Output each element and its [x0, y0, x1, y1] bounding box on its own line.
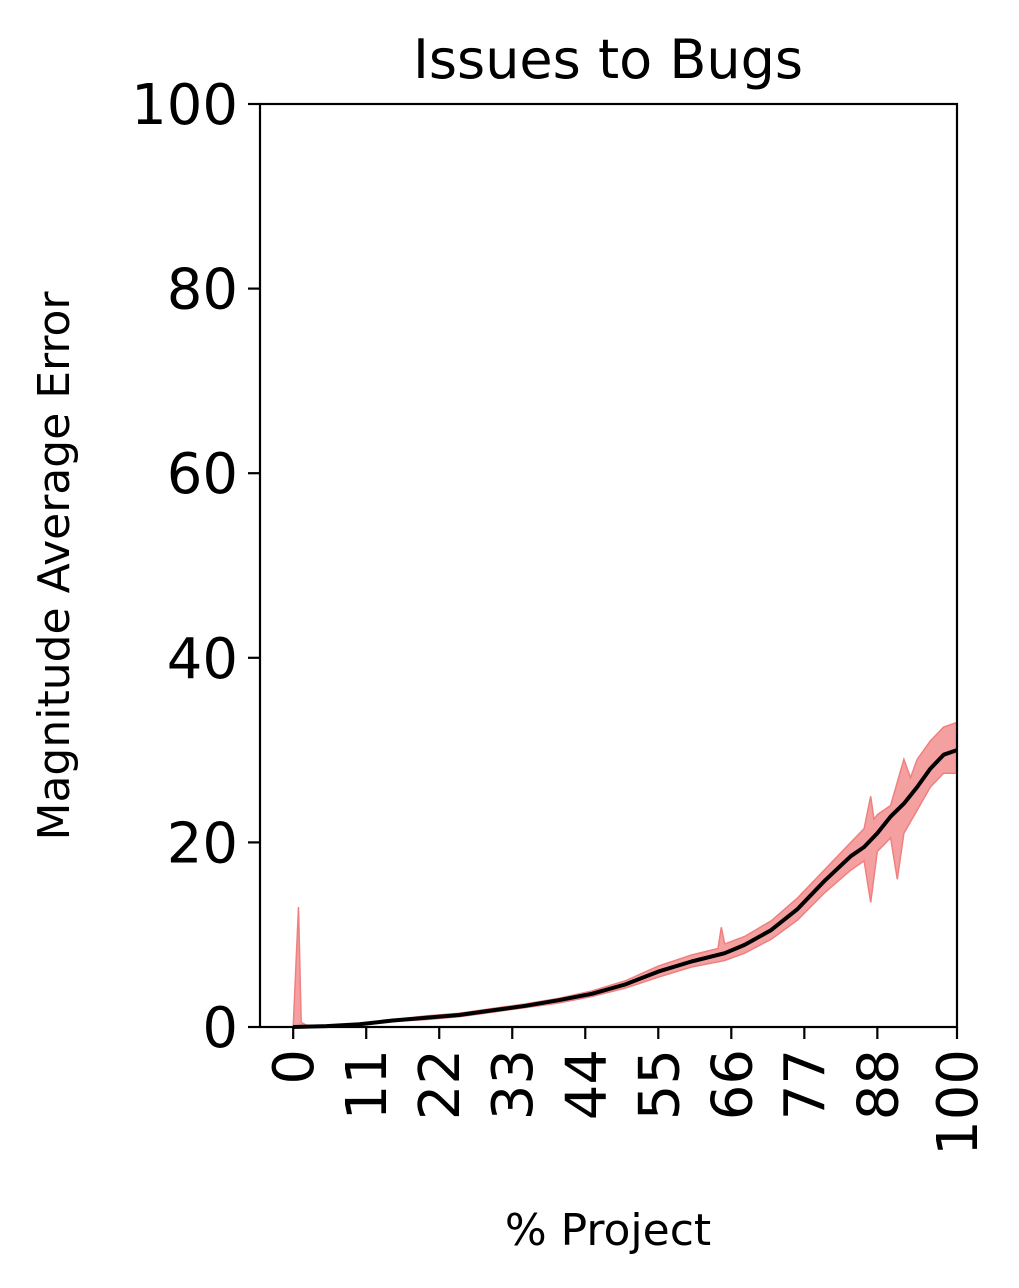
x-tick-label: 33 — [481, 1049, 546, 1120]
y-axis-label: Magnitude Average Error — [29, 291, 80, 841]
x-tick-label: 22 — [408, 1049, 473, 1120]
x-tick-label: 77 — [773, 1049, 838, 1120]
x-tick-label: 55 — [627, 1049, 692, 1120]
y-tick-label: 40 — [167, 627, 238, 692]
x-tick-label: 44 — [554, 1049, 619, 1120]
chart-title: Issues to Bugs — [413, 28, 803, 91]
y-tick-label: 60 — [167, 442, 238, 507]
x-tick-label: 66 — [700, 1049, 765, 1120]
x-tick-label: 100 — [926, 1049, 991, 1156]
x-tick-label: 11 — [335, 1049, 400, 1120]
y-tick-label: 20 — [167, 811, 238, 876]
plot-frame — [258, 102, 959, 1029]
x-tick-label: 0 — [262, 1049, 327, 1085]
y-tick-label: 80 — [167, 258, 238, 323]
y-axis: 0 20 40 60 80 100 — [131, 73, 260, 1061]
y-tick-label: 100 — [131, 73, 238, 138]
series-line-mean-error — [293, 748, 958, 1029]
error-band — [292, 721, 958, 1028]
plot-area — [258, 102, 959, 1029]
x-tick-label: 88 — [846, 1049, 911, 1120]
y-tick-label: 0 — [202, 996, 238, 1061]
x-axis-label: % Project — [505, 1205, 711, 1256]
x-axis: 0 11 22 33 44 55 66 77 88 100 — [262, 1027, 991, 1156]
